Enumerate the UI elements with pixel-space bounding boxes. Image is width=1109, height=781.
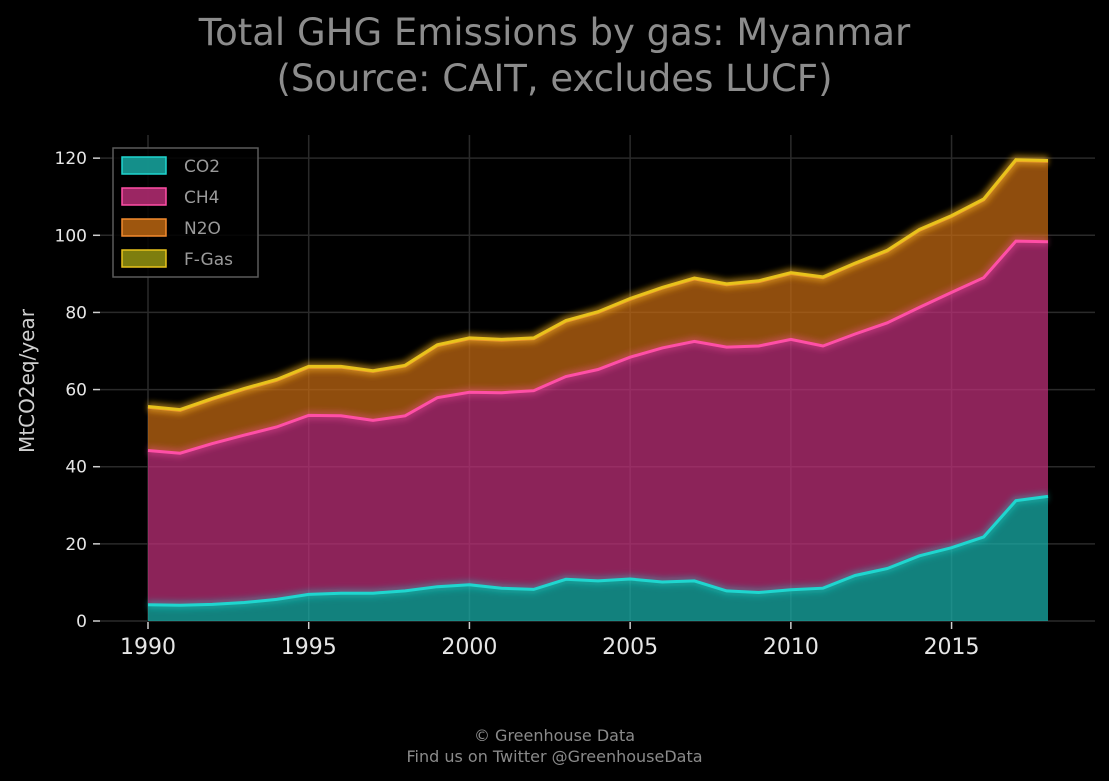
legend: CO2 CH4 N2O F-Gas [112, 147, 259, 278]
area-n2o [148, 160, 1048, 454]
y-tick-label: 60 [65, 381, 87, 401]
line-co2 [147, 494, 1049, 607]
y-tick-label: 100 [55, 226, 87, 246]
legend-label: F-Gas [184, 250, 233, 270]
y-tick-label: 120 [55, 149, 87, 169]
x-tick-label: 2000 [441, 635, 497, 660]
y-tick-label: 0 [76, 612, 87, 632]
x-tick-label: 1995 [281, 635, 337, 660]
series-lines [147, 155, 1049, 610]
y-axis-label: MtCO2eq/year [15, 308, 39, 453]
x-tick-label: 1990 [120, 635, 176, 660]
footer: © Greenhouse Data Find us on Twitter @Gr… [0, 725, 1109, 767]
legend-label: N2O [184, 219, 221, 239]
area-ch4 [148, 241, 1048, 606]
x-tick-label: 2005 [602, 635, 658, 660]
legend-swatch [121, 249, 167, 268]
legend-swatch [121, 156, 167, 175]
chart-title-line2: (Source: CAIT, excludes LUCF) [276, 57, 833, 100]
legend-swatch [121, 187, 167, 206]
y-tick-label: 40 [65, 458, 87, 478]
y-tick-label: 20 [65, 535, 87, 555]
legend-label: CH4 [184, 188, 219, 208]
line-f-gas [147, 158, 1049, 412]
chart-title: Total GHG Emissions by gas: Myanmar (Sou… [0, 10, 1109, 102]
y-tick-label: 80 [65, 303, 87, 323]
line-ch4 [147, 239, 1049, 455]
axes: 0 20 40 60 80 100 120 1990 1995 2000 2005 2010 2015 [55, 149, 980, 660]
footer-twitter: Find us on Twitter @GreenhouseData [406, 747, 703, 766]
footer-copyright: © Greenhouse Data [473, 726, 636, 745]
chart-title-line1: Total GHG Emissions by gas: Myanmar [198, 11, 911, 54]
legend-label: CO2 [184, 157, 220, 177]
x-tick-label: 2010 [763, 635, 819, 660]
legend-swatch [121, 218, 167, 237]
x-tick-label: 2015 [924, 635, 980, 660]
